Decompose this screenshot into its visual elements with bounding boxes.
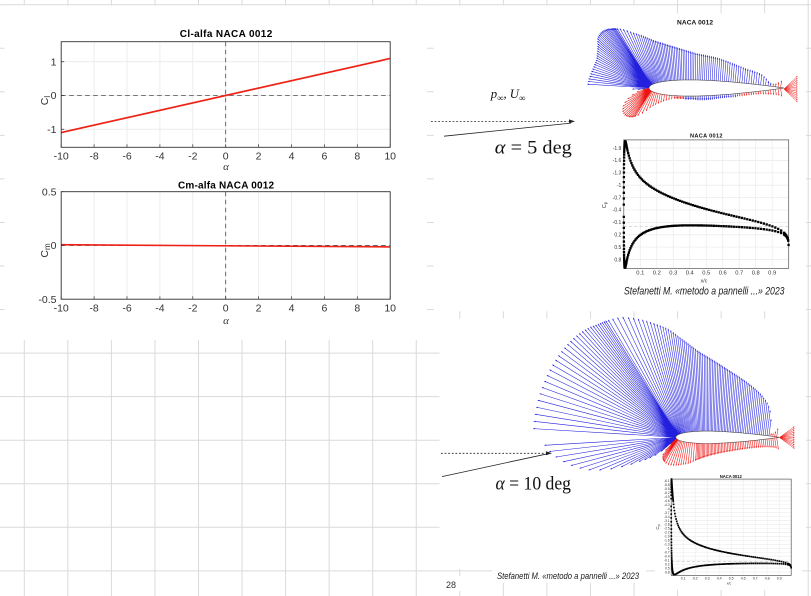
svg-text:4: 4	[289, 151, 295, 163]
svg-text:-4.9: -4.9	[664, 495, 670, 499]
svg-text:-2: -2	[188, 303, 197, 315]
svg-text:-4: -4	[667, 507, 670, 511]
svg-text:0.5: 0.5	[729, 576, 734, 580]
svg-text:α: α	[223, 315, 229, 327]
svg-text:0.2: 0.2	[614, 233, 621, 239]
svg-text:Cm: Cm	[39, 243, 52, 258]
svg-text:-6: -6	[122, 151, 131, 163]
svg-text:10: 10	[384, 303, 396, 315]
svg-text:-4.6: -4.6	[664, 499, 670, 503]
svg-text:Stefanetti M. «metodo a pannel: Stefanetti M. «metodo a pannelli ...» 20…	[497, 571, 640, 582]
svg-text:-8: -8	[89, 303, 98, 315]
svg-text:Cp: Cp	[602, 201, 608, 208]
svg-text:4: 4	[289, 303, 295, 315]
svg-text:-5.5: -5.5	[664, 487, 670, 491]
svg-text:-1.9: -1.9	[664, 535, 670, 539]
svg-text:0: 0	[51, 90, 57, 102]
svg-text:-4: -4	[155, 303, 164, 315]
svg-text:6: 6	[321, 303, 327, 315]
svg-text:x/c: x/c	[701, 278, 708, 284]
svg-text:0.9: 0.9	[768, 271, 776, 277]
svg-text:-3.1: -3.1	[664, 519, 670, 523]
svg-text:8: 8	[354, 303, 360, 315]
svg-text:0.6: 0.6	[719, 271, 727, 277]
svg-text:-4: -4	[155, 151, 164, 163]
svg-text:0.5: 0.5	[42, 186, 57, 198]
svg-text:2: 2	[256, 151, 262, 163]
svg-text:α = 10 deg: α = 10 deg	[496, 475, 572, 495]
svg-text:-2.8: -2.8	[664, 523, 670, 527]
svg-text:0.8: 0.8	[765, 576, 770, 580]
svg-text:NACA 0012: NACA 0012	[677, 19, 713, 26]
svg-text:-1.9: -1.9	[613, 146, 622, 152]
svg-text:0.2: 0.2	[665, 562, 670, 566]
svg-text:6: 6	[321, 151, 327, 163]
svg-text:-0.7: -0.7	[613, 195, 622, 201]
svg-text:-0.4: -0.4	[613, 208, 622, 214]
svg-text:10: 10	[384, 151, 396, 163]
svg-text:-1: -1	[617, 183, 622, 189]
svg-text:28: 28	[446, 580, 456, 590]
svg-text:0.1: 0.1	[636, 271, 644, 277]
svg-text:1: 1	[51, 56, 57, 68]
svg-text:0: 0	[223, 151, 229, 163]
svg-text:-2.5: -2.5	[664, 527, 670, 531]
svg-text:0.4: 0.4	[717, 576, 722, 580]
svg-text:0.4: 0.4	[686, 271, 695, 277]
svg-text:-4.3: -4.3	[664, 503, 670, 507]
svg-text:0.2: 0.2	[693, 576, 698, 580]
svg-text:-3.4: -3.4	[664, 515, 670, 519]
svg-text:2: 2	[256, 303, 262, 315]
svg-text:0.8: 0.8	[614, 257, 621, 263]
svg-text:0.7: 0.7	[753, 576, 758, 580]
svg-text:x/c: x/c	[727, 581, 732, 585]
svg-text:0: 0	[51, 240, 57, 252]
svg-text:-1.3: -1.3	[613, 171, 622, 177]
svg-text:-10: -10	[54, 303, 69, 315]
svg-text:-3.7: -3.7	[664, 511, 670, 515]
svg-text:0.1: 0.1	[681, 576, 686, 580]
svg-text:0.8: 0.8	[752, 271, 760, 277]
svg-text:α = 5 deg: α = 5 deg	[495, 138, 572, 158]
svg-text:Cp: Cp	[655, 524, 661, 529]
svg-text:0.3: 0.3	[705, 576, 710, 580]
svg-text:-1.6: -1.6	[664, 539, 670, 543]
svg-text:-1: -1	[47, 124, 56, 136]
svg-text:0.5: 0.5	[614, 245, 621, 251]
svg-text:0.5: 0.5	[702, 271, 710, 277]
svg-text:-10: -10	[54, 151, 69, 163]
svg-text:-2: -2	[188, 151, 197, 163]
svg-text:0.9: 0.9	[777, 576, 782, 580]
svg-text:0.7: 0.7	[735, 271, 743, 277]
svg-text:0.6: 0.6	[741, 576, 746, 580]
svg-text:-0.7: -0.7	[664, 550, 670, 554]
svg-text:α: α	[223, 161, 229, 173]
svg-text:8: 8	[354, 151, 360, 163]
svg-text:-1: -1	[667, 546, 670, 550]
svg-text:-5.8: -5.8	[664, 483, 670, 487]
svg-text:0.2: 0.2	[653, 271, 661, 277]
svg-text:-1.3: -1.3	[664, 543, 670, 547]
svg-text:-2.2: -2.2	[664, 531, 670, 535]
svg-text:-0.1: -0.1	[613, 220, 622, 226]
svg-text:Cl: Cl	[39, 96, 52, 106]
svg-text:-5.2: -5.2	[664, 491, 670, 495]
svg-text:-0.4: -0.4	[664, 554, 670, 558]
svg-text:0.8: 0.8	[665, 570, 670, 574]
svg-text:Cm-alfa NACA 0012: Cm-alfa NACA 0012	[178, 181, 274, 192]
svg-text:Stefanetti M. «metodo a pannel: Stefanetti M. «metodo a pannelli ...» 20…	[624, 285, 785, 297]
svg-text:-6.1: -6.1	[664, 479, 670, 483]
svg-text:-6: -6	[122, 303, 131, 315]
svg-text:-0.5: -0.5	[38, 294, 56, 306]
svg-text:0.5: 0.5	[665, 566, 670, 570]
svg-text:-0.1: -0.1	[664, 558, 670, 562]
svg-text:-1.6: -1.6	[613, 158, 622, 164]
svg-text:NACA 0012: NACA 0012	[690, 133, 723, 139]
svg-text:0: 0	[223, 303, 229, 315]
svg-text:0.3: 0.3	[669, 271, 677, 277]
svg-text:-8: -8	[89, 151, 98, 163]
svg-text:NACA 0012: NACA 0012	[720, 474, 743, 479]
svg-text:Cl-alfa NACA 0012: Cl-alfa NACA 0012	[180, 29, 273, 40]
